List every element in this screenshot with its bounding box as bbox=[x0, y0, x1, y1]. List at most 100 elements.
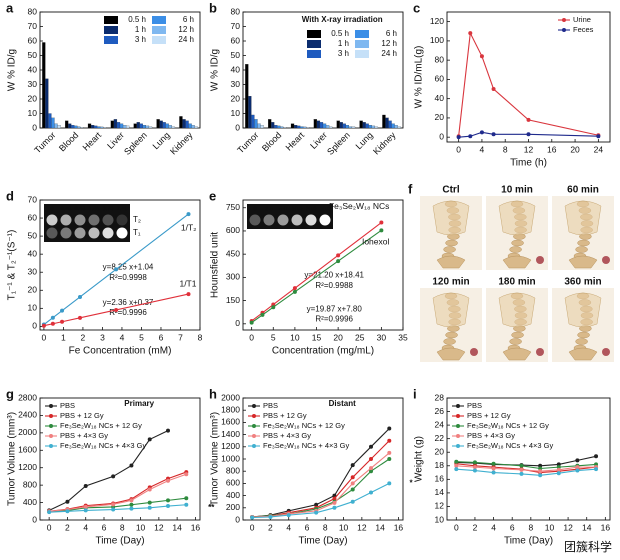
bar bbox=[54, 123, 58, 129]
data-point bbox=[147, 437, 152, 442]
series-line bbox=[456, 468, 597, 476]
bar bbox=[385, 117, 389, 129]
data-point bbox=[186, 212, 191, 217]
panel-label: b bbox=[209, 0, 217, 15]
x-tick-label: 2 bbox=[473, 522, 478, 532]
data-point bbox=[387, 481, 392, 486]
annotation: ** bbox=[208, 503, 215, 512]
y-tick-label: 300 bbox=[226, 272, 240, 282]
legend-swatch bbox=[104, 16, 118, 24]
y-axis-title: T₁⁻¹ & T₂⁻¹(S⁻¹) bbox=[7, 230, 18, 301]
bar bbox=[93, 125, 98, 129]
legend-label: Fe₃Se₂W₁₈ NCs + 12 Gy bbox=[263, 421, 345, 430]
series-label: 1/T₂ bbox=[181, 222, 197, 232]
y-tick-label: 20 bbox=[231, 93, 241, 103]
bar bbox=[97, 126, 101, 129]
y-tick-label: 70 bbox=[28, 21, 38, 31]
x-tick-label: 12 bbox=[563, 522, 573, 532]
data-point bbox=[350, 463, 355, 468]
data-point bbox=[83, 504, 88, 509]
inset-label: 2.5 bbox=[265, 206, 273, 212]
legend-label: Feces bbox=[573, 25, 594, 34]
inset-row-label: T₁ bbox=[133, 228, 141, 237]
inset-well bbox=[88, 214, 100, 226]
legend-swatch bbox=[152, 16, 166, 24]
data-point bbox=[83, 508, 88, 513]
y-axis-title: W % ID/mL(g) bbox=[414, 46, 425, 109]
y-tick-label: 1800 bbox=[221, 404, 240, 414]
data-point bbox=[166, 428, 170, 433]
data-point bbox=[332, 505, 337, 510]
bar bbox=[162, 122, 166, 129]
data-point bbox=[594, 467, 599, 472]
y-tick-label: 1400 bbox=[221, 429, 240, 439]
bar bbox=[290, 123, 295, 129]
data-point bbox=[454, 463, 459, 468]
bar bbox=[113, 119, 118, 129]
data-point bbox=[166, 504, 170, 509]
x-tick-label: 16 bbox=[394, 522, 404, 532]
bar bbox=[87, 123, 92, 129]
bar bbox=[374, 126, 378, 129]
y-tick-label: 0 bbox=[32, 122, 37, 132]
bar bbox=[319, 122, 324, 129]
x-tick-label: 8 bbox=[503, 144, 508, 154]
inset-well bbox=[74, 227, 86, 239]
bar bbox=[71, 124, 75, 129]
inset-well bbox=[46, 227, 58, 239]
annotation: Primary bbox=[124, 399, 154, 408]
legend-label: 6 h bbox=[386, 29, 397, 38]
bar bbox=[65, 120, 69, 129]
x-tick-label: 10 bbox=[136, 522, 146, 532]
data-point bbox=[292, 289, 297, 294]
bar bbox=[45, 78, 49, 129]
series-label: Fe₃Se₂W₁₈ NCs bbox=[329, 201, 389, 211]
data-point bbox=[454, 459, 459, 464]
series-line bbox=[251, 229, 382, 324]
bar bbox=[359, 120, 363, 129]
y-axis-title: Weight (g) bbox=[414, 436, 425, 482]
inset-label: 10.0 bbox=[292, 206, 303, 212]
data-point bbox=[491, 470, 496, 475]
y-tick-label: 40 bbox=[435, 93, 445, 103]
annotation: R²=0.9988 bbox=[315, 281, 353, 290]
x-tick-label: 4 bbox=[83, 522, 88, 532]
pelvis bbox=[502, 347, 532, 361]
y-tick-label: 10 bbox=[28, 303, 38, 313]
data-point bbox=[350, 487, 355, 492]
inset-label: 1.85 bbox=[89, 206, 100, 212]
series-label: 1/T1 bbox=[179, 278, 196, 288]
legend-swatch bbox=[104, 36, 118, 44]
legend-marker bbox=[562, 28, 566, 32]
data-point bbox=[538, 469, 543, 474]
x-tick-label: 3 bbox=[100, 332, 105, 342]
bar bbox=[119, 123, 124, 129]
data-point bbox=[379, 220, 384, 225]
x-tick-label: 5 bbox=[271, 332, 276, 342]
legend-label: PBS + 12 Gy bbox=[60, 411, 104, 420]
bar bbox=[322, 123, 327, 129]
legend-swatch bbox=[307, 50, 321, 58]
data-point bbox=[184, 502, 189, 507]
bar bbox=[274, 124, 278, 129]
bar bbox=[148, 126, 153, 129]
data-point bbox=[166, 478, 170, 483]
bar bbox=[191, 124, 195, 129]
data-point bbox=[47, 510, 52, 515]
x-axis-title: Time (Day) bbox=[298, 536, 347, 547]
x-tick-label: 5 bbox=[139, 332, 144, 342]
y-tick-label: 70 bbox=[28, 194, 38, 204]
data-point bbox=[556, 467, 561, 472]
annotation: y=21.20 x+18.41 bbox=[304, 271, 364, 280]
bar bbox=[277, 125, 281, 129]
y-axis-title: Hounsfield unit bbox=[210, 232, 221, 298]
y-tick-label: 0 bbox=[32, 321, 37, 331]
data-point bbox=[491, 461, 496, 466]
x-axis-title: Time (h) bbox=[510, 158, 547, 169]
bar bbox=[110, 120, 115, 129]
vertebra bbox=[443, 338, 456, 345]
data-point bbox=[65, 509, 70, 514]
y-tick-label: 120 bbox=[430, 16, 444, 26]
bar bbox=[168, 124, 172, 129]
